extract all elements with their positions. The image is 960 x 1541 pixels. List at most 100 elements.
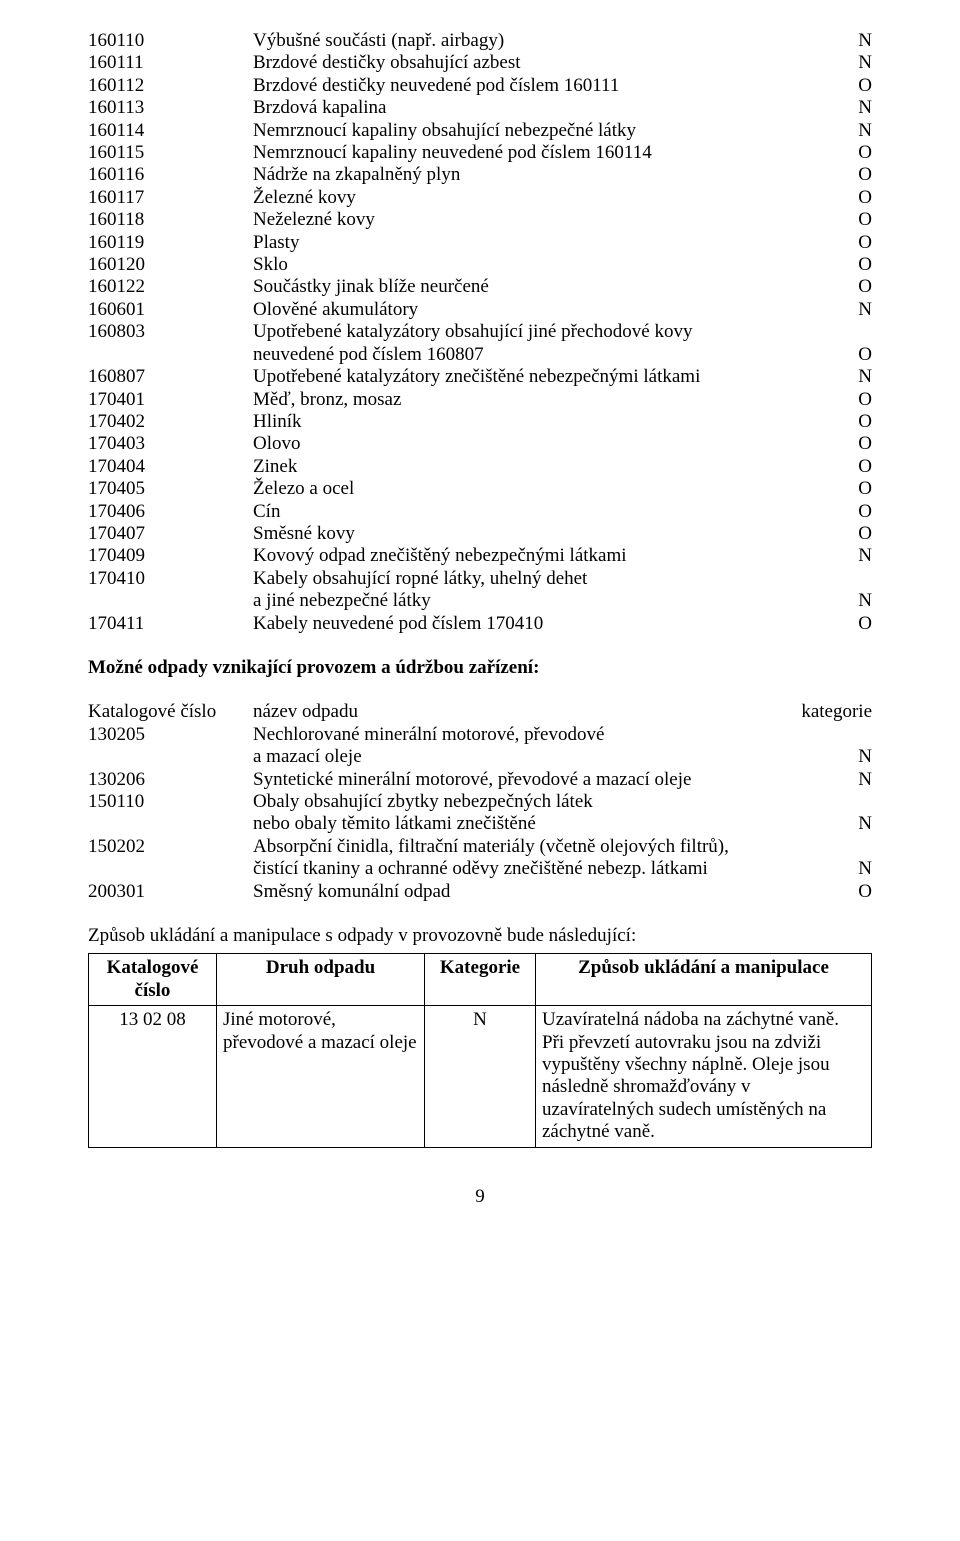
item-code: 160115 (88, 142, 253, 164)
item-desc: Kabely obsahující ropné látky, uhelný de… (253, 568, 848, 590)
item-desc: a jiné nebezpečné látky (253, 590, 848, 612)
waste-list-b: 130205Nechlorované minerální motorové, p… (88, 724, 872, 903)
item-desc: Nechlorované minerální motorové, převodo… (253, 724, 848, 746)
list-item: neuvedené pod číslem 160807O (88, 344, 872, 366)
list-item: 170409Kovový odpad znečištěný nebezpečný… (88, 545, 872, 567)
item-category: O (848, 389, 872, 411)
item-code: 160112 (88, 75, 253, 97)
item-code: 160117 (88, 187, 253, 209)
table-cell-type: Jiné motorové, převodové a mazací oleje (217, 1006, 425, 1147)
item-category: O (848, 276, 872, 298)
list-item: 160116Nádrže na zkapalněný plynO (88, 164, 872, 186)
item-category: N (848, 858, 872, 880)
item-desc: Železné kovy (253, 187, 848, 209)
waste-list-a: 160110Výbušné součásti (např. airbagy)N1… (88, 30, 872, 635)
item-desc: Kabely neuvedené pod číslem 170410 (253, 613, 848, 635)
page-number: 9 (88, 1186, 872, 1208)
item-desc: Syntetické minerální motorové, převodové… (253, 769, 848, 791)
list-item: 170410Kabely obsahující ropné látky, uhe… (88, 568, 872, 590)
list-item: 170404ZinekO (88, 456, 872, 478)
item-category: O (848, 881, 872, 903)
item-category: N (848, 52, 872, 74)
list-item: 160803Upotřebené katalyzátory obsahující… (88, 321, 872, 343)
item-code: 170410 (88, 568, 253, 590)
item-desc: Absorpční činidla, filtrační materiály (… (253, 836, 848, 858)
column-header-row: Katalogové číslo název odpadu kategorie (88, 701, 872, 723)
item-code: 160110 (88, 30, 253, 52)
item-desc: Brzdová kapalina (253, 97, 848, 119)
item-desc: Brzdové destičky neuvedené pod číslem 16… (253, 75, 848, 97)
list-item: 170411Kabely neuvedené pod číslem 170410… (88, 613, 872, 635)
item-code: 170402 (88, 411, 253, 433)
item-code: 160111 (88, 52, 253, 74)
header-cat: kategorie (782, 701, 872, 723)
table-cell-code: 13 02 08 (89, 1006, 217, 1147)
item-code: 170411 (88, 613, 253, 635)
list-item: 200301Směsný komunální odpadO (88, 881, 872, 903)
item-code: 170407 (88, 523, 253, 545)
item-code: 170403 (88, 433, 253, 455)
list-item: 160117Železné kovyO (88, 187, 872, 209)
item-desc: Olověné akumulátory (253, 299, 848, 321)
item-desc: Směsné kovy (253, 523, 848, 545)
table-header-category: Kategorie (425, 954, 536, 1006)
item-code: 160807 (88, 366, 253, 388)
list-item: 170401Měď, bronz, mosazO (88, 389, 872, 411)
item-code: 160119 (88, 232, 253, 254)
item-desc: Součástky jinak blíže neurčené (253, 276, 848, 298)
item-category: N (848, 299, 872, 321)
item-category: N (848, 746, 872, 768)
item-code: 170406 (88, 501, 253, 523)
item-code: 170404 (88, 456, 253, 478)
item-code: 160116 (88, 164, 253, 186)
item-category: O (848, 232, 872, 254)
item-category: O (848, 209, 872, 231)
item-desc: Hliník (253, 411, 848, 433)
item-code (88, 813, 253, 835)
table-header-handling: Způsob ukládání a manipulace (536, 954, 872, 1006)
item-code: 170405 (88, 478, 253, 500)
item-category: N (848, 366, 872, 388)
item-code: 150202 (88, 836, 253, 858)
item-code: 130205 (88, 724, 253, 746)
list-item: 150110Obaly obsahující zbytky nebezpečný… (88, 791, 872, 813)
item-category: O (848, 344, 872, 366)
storage-table-wrap: Katalogové číslo Druh odpadu Kategorie Z… (88, 953, 872, 1147)
list-item: 160118Neželezné kovyO (88, 209, 872, 231)
item-category (848, 568, 872, 590)
list-item: 160111Brzdové destičky obsahující azbest… (88, 52, 872, 74)
item-desc: Upotřebené katalyzátory obsahující jiné … (253, 321, 848, 343)
item-category: N (848, 590, 872, 612)
item-code: 160122 (88, 276, 253, 298)
item-code: 160118 (88, 209, 253, 231)
item-category: O (848, 478, 872, 500)
item-desc: Obaly obsahující zbytky nebezpečných lát… (253, 791, 848, 813)
table-row: 13 02 08 Jiné motorové, převodové a maza… (89, 1006, 872, 1147)
item-desc: Plasty (253, 232, 848, 254)
item-code: 150110 (88, 791, 253, 813)
list-item: 160807Upotřebené katalyzátory znečištěné… (88, 366, 872, 388)
item-code (88, 344, 253, 366)
item-desc: Cín (253, 501, 848, 523)
item-desc: Zinek (253, 456, 848, 478)
item-desc: Nemrznoucí kapaliny neuvedené pod číslem… (253, 142, 848, 164)
item-category: O (848, 254, 872, 276)
table-header-row: Katalogové číslo Druh odpadu Kategorie Z… (89, 954, 872, 1006)
item-desc: Kovový odpad znečištěný nebezpečnými lát… (253, 545, 848, 567)
header-code: Katalogové číslo (88, 701, 253, 723)
item-code (88, 858, 253, 880)
list-item: 160110Výbušné součásti (např. airbagy)N (88, 30, 872, 52)
item-desc: Nádrže na zkapalněný plyn (253, 164, 848, 186)
list-item: 170403OlovoO (88, 433, 872, 455)
table-header-code: Katalogové číslo (89, 954, 217, 1006)
item-desc: Měď, bronz, mosaz (253, 389, 848, 411)
item-code: 160114 (88, 120, 253, 142)
list-item: 160113Brzdová kapalinaN (88, 97, 872, 119)
list-item: 160120SkloO (88, 254, 872, 276)
list-item: 130206Syntetické minerální motorové, pře… (88, 769, 872, 791)
item-desc: Směsný komunální odpad (253, 881, 848, 903)
item-category (848, 321, 872, 343)
table-header-type: Druh odpadu (217, 954, 425, 1006)
document-page: 160110Výbušné součásti (např. airbagy)N1… (0, 0, 960, 1248)
item-category: O (848, 187, 872, 209)
